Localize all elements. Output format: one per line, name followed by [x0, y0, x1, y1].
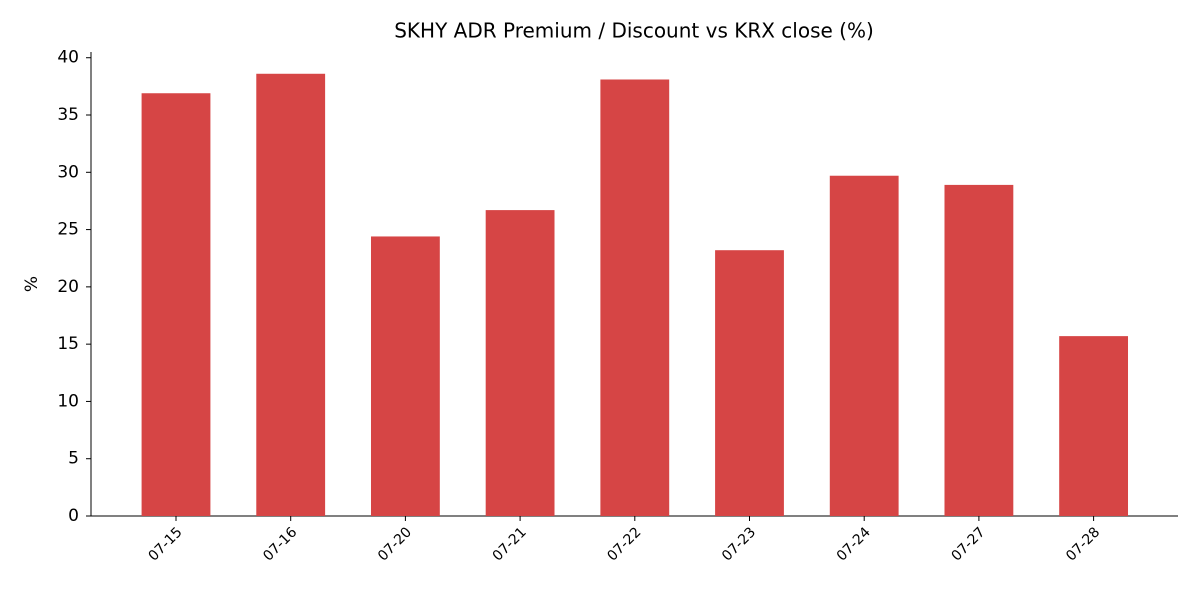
x-tick-label: 07-16	[260, 524, 300, 564]
x-tick-label: 07-23	[719, 524, 759, 564]
bar	[370, 236, 440, 516]
y-tick-label: 0	[68, 506, 79, 526]
y-tick-label: 35	[57, 105, 79, 125]
bar	[944, 184, 1014, 517]
y-tick-label: 10	[57, 391, 79, 411]
x-tick-label: 07-28	[1063, 524, 1103, 564]
x-tick-label: 07-21	[490, 524, 530, 564]
bar	[715, 250, 784, 517]
y-tick-label: 30	[57, 162, 79, 182]
x-tick-label: 07-27	[948, 524, 988, 564]
y-tick-label: 40	[57, 48, 79, 68]
bar	[485, 210, 555, 516]
bar	[1059, 336, 1129, 516]
y-axis-label: %	[22, 276, 42, 292]
y-tick-label: 20	[57, 277, 79, 297]
chart-title: SKHY ADR Premium / Discount vs KRX close…	[394, 19, 874, 43]
x-tick-label: 07-24	[834, 524, 874, 564]
bar	[256, 73, 326, 517]
y-tick-label: 25	[57, 220, 79, 240]
bar	[600, 79, 670, 516]
x-tick-label: 07-15	[146, 524, 186, 564]
bar	[829, 175, 899, 516]
y-tick-label: 5	[68, 449, 79, 469]
x-tick-label: 07-22	[604, 524, 644, 564]
x-tick-label: 07-20	[375, 524, 415, 564]
bar	[141, 93, 211, 516]
y-tick-label: 15	[57, 334, 79, 354]
